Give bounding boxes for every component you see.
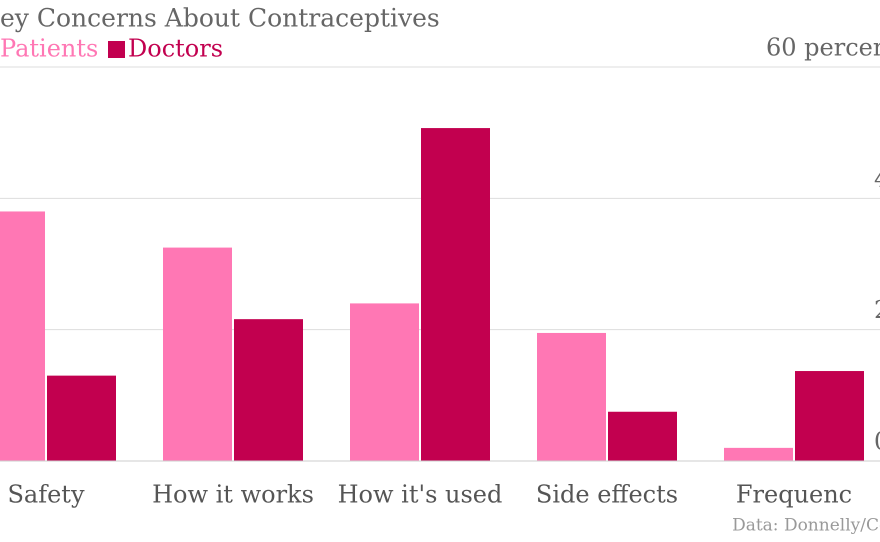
bar	[724, 447, 793, 461]
x-tick-label: Safety	[7, 481, 84, 509]
bar	[350, 303, 419, 461]
x-tick-label: Frequenc	[736, 481, 852, 509]
bar	[234, 319, 303, 461]
chart-title: ey Concerns About Contraceptives	[0, 4, 440, 33]
bar	[795, 371, 864, 461]
legend-label: Doctors	[128, 35, 223, 63]
bar	[537, 332, 606, 461]
legend-label: Patients	[0, 35, 98, 63]
x-tick-label: How it's used	[338, 481, 503, 509]
y-tick-label: 0	[874, 428, 880, 456]
bar	[47, 375, 116, 461]
bar	[421, 128, 490, 461]
y-tick-label: 60 percen	[766, 34, 880, 62]
x-tick-label: How it works	[152, 481, 314, 509]
bar	[163, 247, 232, 461]
source-note: Data: Donnelly/Contracepti	[732, 516, 880, 536]
bar	[608, 411, 677, 461]
y-tick-label: 2	[874, 296, 880, 324]
x-tick-label: Side effects	[536, 481, 678, 509]
legend-swatch	[108, 41, 125, 58]
y-tick-label: 4	[874, 165, 880, 193]
bar	[0, 211, 45, 461]
